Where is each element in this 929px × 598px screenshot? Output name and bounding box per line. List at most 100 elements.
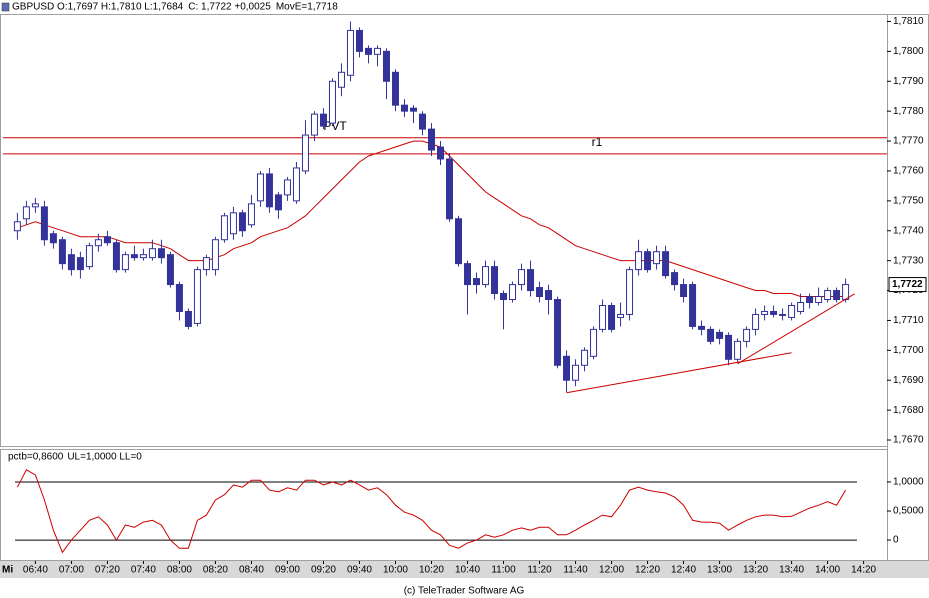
candle-body — [247, 203, 255, 226]
candle-body — [265, 173, 273, 208]
candle-body — [572, 364, 580, 381]
candle-body — [229, 212, 237, 235]
x-tick-label: 08:00 — [167, 565, 192, 576]
candle-body — [617, 313, 625, 318]
candle-body — [770, 310, 778, 315]
candle-body — [328, 80, 336, 124]
legend-text: UL=1,0000 LL=0 — [67, 452, 142, 463]
candle-body — [238, 212, 246, 232]
candle-body — [292, 167, 300, 202]
x-tick-label: 07:40 — [131, 565, 156, 576]
candle-body — [464, 263, 472, 286]
time-axis — [0, 561, 929, 578]
candle-body — [779, 313, 787, 316]
oscillator-pane — [0, 449, 888, 561]
symbol-icon — [1, 2, 10, 12]
x-tick-label: 07:20 — [95, 565, 120, 576]
header-text: C: 1,7722 +0,0025 — [188, 2, 271, 13]
candle-body — [725, 334, 733, 360]
candle-body — [184, 310, 192, 327]
y-tick-label: 1,7710 — [893, 315, 924, 326]
x-tick-label: 10:20 — [419, 565, 444, 576]
x-tick-label: 11:00 — [491, 565, 516, 576]
candle-body — [418, 113, 426, 130]
candle-body — [283, 179, 291, 196]
candle-body — [554, 299, 562, 366]
x-tick-label: 10:00 — [383, 565, 408, 576]
candle-body — [644, 251, 652, 271]
candle-body — [509, 284, 517, 301]
candle-body — [85, 245, 93, 268]
x-tick-label: 10:40 — [455, 565, 480, 576]
candle-body — [202, 257, 210, 271]
candle-body — [446, 158, 454, 220]
y-tick-label: 1,7800 — [893, 46, 924, 57]
candle-body — [824, 290, 832, 301]
candle-body — [319, 113, 327, 127]
candle-body — [337, 71, 345, 88]
candle-body — [112, 242, 120, 271]
last-price-box — [888, 277, 927, 293]
y-tick-label: 1,7780 — [893, 106, 924, 117]
candle-body — [22, 206, 30, 220]
candle-body — [806, 296, 814, 303]
candle-body — [13, 221, 21, 232]
candle-body — [473, 278, 481, 286]
x-tick-label: 08:20 — [203, 565, 228, 576]
candle-body — [409, 107, 417, 112]
candle-body — [139, 254, 147, 259]
candle-body — [536, 287, 544, 298]
candle-body — [256, 173, 264, 202]
y-tick-label: 1,7740 — [893, 225, 924, 236]
candle-body — [301, 134, 309, 172]
candle-body — [427, 128, 435, 151]
x-tick-label: 12:40 — [671, 565, 696, 576]
x-day-label: Mi — [2, 565, 13, 576]
candle-body — [743, 328, 751, 342]
candle-body — [121, 254, 129, 271]
y-tick-label: 0 — [893, 535, 899, 546]
candle-body — [518, 269, 526, 286]
candle-body — [734, 340, 742, 360]
level-label: r1 — [592, 135, 603, 149]
candle-body — [752, 313, 760, 330]
x-tick-label: 13:00 — [707, 565, 732, 576]
y-tick-label: 1,7760 — [893, 166, 924, 177]
y-tick-label: 1,7770 — [893, 136, 924, 147]
price-pane — [0, 14, 888, 447]
candle-body — [400, 104, 408, 112]
y-tick-label: 1,7810 — [893, 16, 924, 27]
candle-body — [49, 233, 57, 244]
y-tick-label: 1,7680 — [893, 405, 924, 416]
last-price-label: 1,7722 — [892, 279, 923, 290]
y-tick-label: 1,7790 — [893, 76, 924, 87]
candle-body — [842, 284, 850, 301]
candle-body — [671, 272, 679, 286]
candle-body — [689, 284, 697, 327]
candle-body — [382, 50, 390, 82]
x-tick-label: 12:00 — [599, 565, 624, 576]
y-tick-label: 1,0000 — [893, 477, 924, 488]
oscillator-line — [16, 469, 847, 554]
candle-body — [40, 206, 48, 241]
x-tick-label: 13:40 — [779, 565, 804, 576]
header-text: MovE=1,7718 — [276, 2, 338, 13]
candle-body — [581, 349, 589, 366]
candle-body — [662, 251, 670, 277]
y-tick-label: 1,7690 — [893, 375, 924, 386]
x-tick-label: 06:40 — [23, 565, 48, 576]
candle-body — [716, 331, 724, 339]
y-tick-label: 1,7670 — [893, 435, 924, 446]
candle-body — [157, 248, 165, 259]
x-tick-label: 11:40 — [563, 565, 588, 576]
x-tick-label: 14:20 — [851, 565, 876, 576]
candle-body — [391, 71, 399, 106]
x-tick-label: 08:40 — [239, 565, 264, 576]
candle-body — [545, 290, 553, 301]
candle-body — [626, 269, 634, 315]
candle-body — [599, 304, 607, 330]
candle-body — [797, 301, 805, 312]
candle-body — [482, 266, 490, 286]
candle-body — [455, 218, 463, 265]
candle-body — [707, 328, 715, 342]
